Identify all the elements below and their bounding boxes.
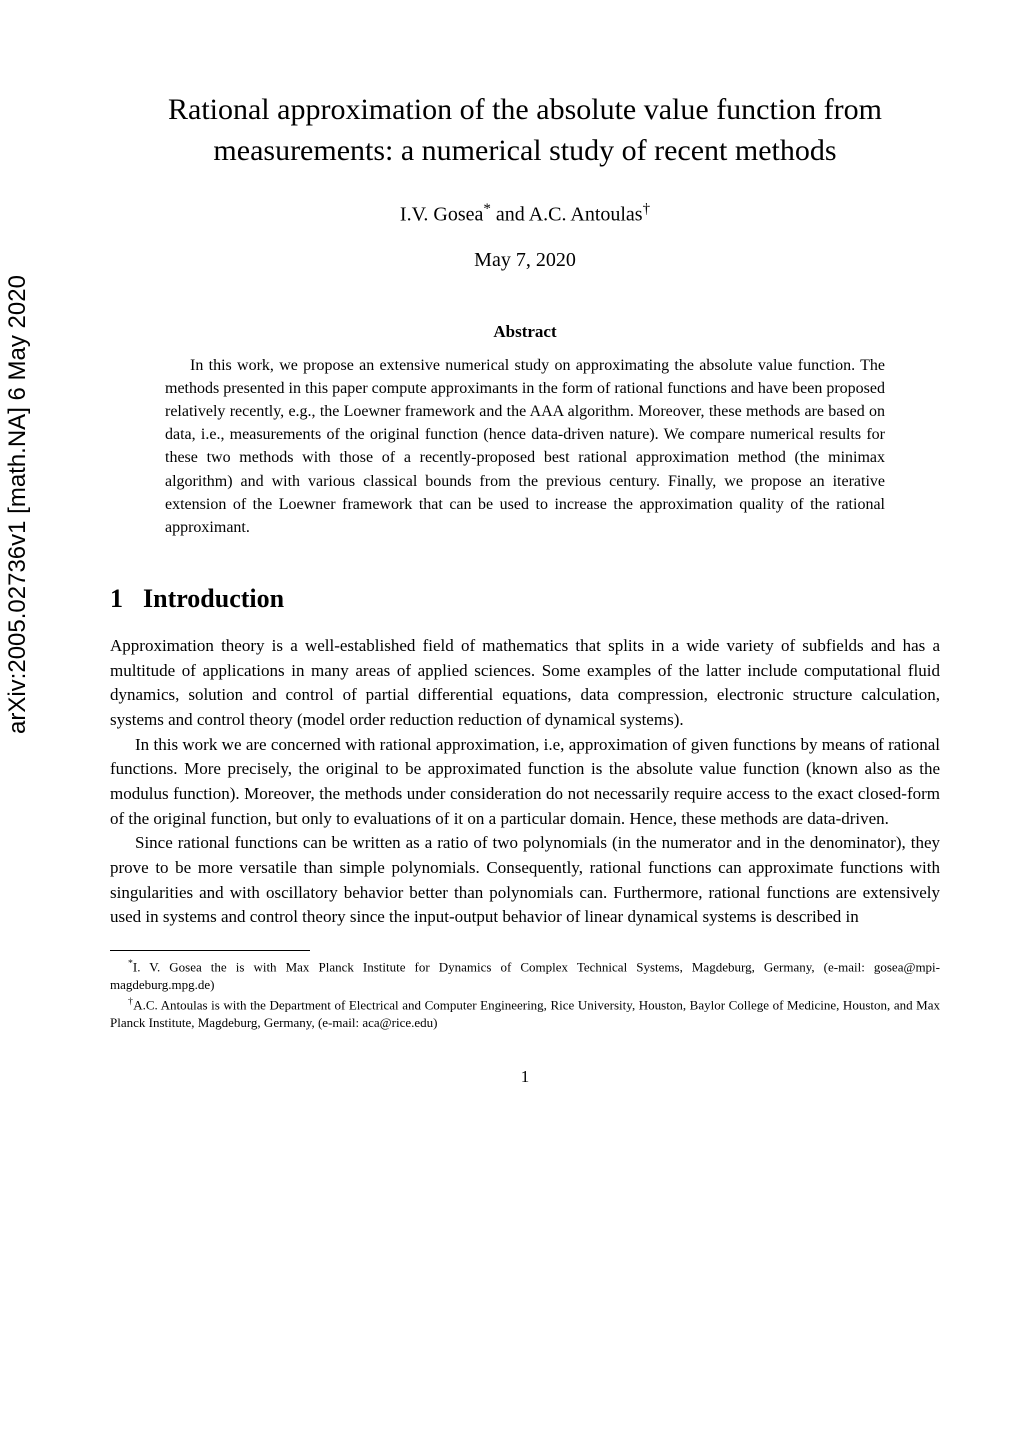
section-number: 1 <box>110 584 123 613</box>
paper-date: May 7, 2020 <box>110 249 940 272</box>
section-heading: 1 Introduction <box>110 584 940 614</box>
paragraph-3: Since rational functions can be written … <box>110 831 940 930</box>
abstract-heading: Abstract <box>110 322 940 342</box>
footnote-1: *I. V. Gosea the is with Max Planck Inst… <box>110 957 940 995</box>
paragraph-2: In this work we are concerned with ratio… <box>110 733 940 832</box>
author-1-affil-marker: * <box>483 201 491 217</box>
page-number: 1 <box>110 1067 940 1087</box>
footnote-1-text: I. V. Gosea the is with Max Planck Insti… <box>110 959 940 992</box>
arxiv-identifier: arXiv:2005.02736v1 [math.NA] 6 May 2020 <box>4 275 32 734</box>
paper-title: Rational approximation of the absolute v… <box>110 90 940 171</box>
footnote-2-text: A.C. Antoulas is with the Department of … <box>110 997 940 1030</box>
authors-line: I.V. Gosea* and A.C. Antoulas† <box>110 201 940 227</box>
author-1: I.V. Gosea <box>400 204 484 226</box>
authors-separator: and A.C. Antoulas <box>491 204 643 226</box>
footnote-2: †A.C. Antoulas is with the Department of… <box>110 995 940 1033</box>
author-2-affil-marker: † <box>643 201 651 217</box>
footnote-rule <box>110 950 310 951</box>
arxiv-sidebar: arXiv:2005.02736v1 [math.NA] 6 May 2020 <box>0 0 50 1442</box>
paper-content: Rational approximation of the absolute v… <box>50 0 1020 1442</box>
section-title: Introduction <box>143 584 284 613</box>
paragraph-1: Approximation theory is a well-establish… <box>110 634 940 733</box>
abstract-body: In this work, we propose an extensive nu… <box>165 354 885 540</box>
